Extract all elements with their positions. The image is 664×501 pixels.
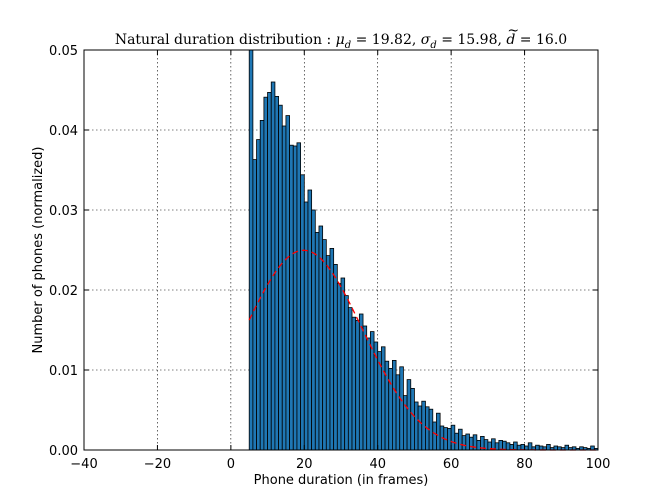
histogram-bar (395, 374, 401, 451)
histogram-bar (450, 424, 456, 451)
histogram-bar (252, 159, 257, 451)
histogram-bar (513, 441, 518, 451)
axis-tick-labels: −40 −20 0 20 40 60 80 100 0.00 0.01 0.02 0.03 0.04 0.… (49, 44, 610, 472)
y-tick-label: 0.03 (49, 204, 78, 219)
title-mu-sub: d (345, 40, 351, 51)
histogram-bar (447, 427, 452, 451)
histogram-bar (505, 442, 511, 451)
histogram-bar (285, 115, 290, 451)
title-median-symbol: d (506, 32, 515, 48)
histogram-bar (502, 440, 507, 451)
histogram-bar (289, 144, 294, 451)
plot-frame (83, 49, 599, 451)
title-sigma-value: 15.98 (457, 32, 497, 48)
histogram-bar (362, 325, 368, 451)
histogram-bar (256, 139, 261, 451)
histogram-bar (391, 359, 397, 451)
histogram-bar (414, 401, 419, 451)
x-tick-label: 60 (443, 457, 460, 472)
y-tick-label: 0.01 (49, 364, 78, 379)
x-tick-label: 0 (227, 457, 235, 472)
x-tick-label: 100 (586, 457, 611, 472)
histogram-bar (527, 442, 533, 451)
title-sigma-sub: d (430, 40, 436, 51)
y-tick-label: 0.05 (49, 44, 78, 59)
y-tick-label: 0.04 (49, 124, 78, 139)
histogram-bar (355, 319, 360, 451)
histogram-bar (322, 239, 327, 451)
histogram-bar (325, 255, 331, 451)
histogram-bar (564, 444, 570, 451)
histogram-bar (535, 444, 540, 451)
histogram-bar (358, 313, 364, 451)
histogram-bar (380, 346, 386, 451)
histogram-bar (421, 400, 426, 451)
histogram-bar (311, 209, 316, 451)
title-mu-value: 19.82 (372, 32, 412, 48)
axis-ticks (83, 49, 599, 451)
title-median-tilde: ~ (507, 23, 519, 39)
histogram-bar (270, 81, 276, 451)
histogram-bar (406, 379, 412, 451)
x-tick-label: 40 (369, 457, 386, 472)
histogram-bar (366, 337, 371, 451)
x-tick-label: 20 (296, 457, 313, 472)
histogram-bar (296, 142, 302, 451)
histogram-bar (546, 443, 551, 451)
x-tick-label: 80 (516, 457, 533, 472)
histogram-bar (344, 295, 349, 451)
histogram-bar (454, 432, 459, 451)
curve-layer (248, 249, 598, 451)
histogram-bar (417, 405, 423, 451)
title-prefix: Natural duration distribution : (115, 32, 336, 48)
histogram-bar (303, 201, 309, 451)
histogram-bar (333, 263, 338, 451)
histogram-bar (476, 439, 481, 451)
histogram-bar (314, 231, 320, 451)
histogram-bar (410, 387, 415, 451)
histogram-bar (498, 439, 503, 451)
title-median-value: 16.0 (536, 32, 567, 48)
histogram-bar (351, 316, 357, 451)
histogram-bar (292, 145, 298, 451)
histogram-bar (274, 96, 279, 451)
histogram-bar (373, 341, 379, 451)
chart-title: Natural duration distribution : μd = 19.… (115, 32, 567, 51)
histogram-bar (461, 435, 467, 451)
histogram-bar (300, 174, 305, 451)
histogram-bar (259, 120, 265, 451)
histogram-bar (248, 49, 254, 451)
histogram-bar (432, 421, 437, 451)
title-sigma-symbol: σ (421, 32, 431, 48)
histogram-bar (340, 277, 346, 451)
y-axis-label: Number of phones (normalized) (31, 147, 46, 354)
x-tick-label: −20 (144, 457, 171, 472)
histogram-bar (458, 428, 463, 451)
histogram-bar (263, 96, 268, 451)
title-mu-symbol: μ (336, 32, 345, 48)
histogram-bar (267, 92, 272, 451)
histogram-bar (436, 412, 441, 451)
histogram-bar (347, 307, 353, 451)
histogram-bar (329, 247, 335, 451)
normal-fit-curve (248, 249, 598, 451)
histogram-bar (307, 189, 313, 451)
histogram-bar (278, 104, 283, 451)
histogram-bar (469, 436, 474, 451)
x-tick-label: −40 (70, 457, 97, 472)
histogram-bar (399, 366, 404, 451)
histogram-bar (281, 125, 287, 451)
histogram-bar (465, 433, 470, 451)
y-tick-label: 0.02 (49, 284, 78, 299)
histogram-bar (403, 395, 408, 451)
histogram-bars (248, 49, 599, 451)
x-axis-label: Phone duration (in frames) (254, 473, 429, 488)
y-tick-label: 0.00 (49, 444, 78, 459)
histogram-bar (336, 283, 342, 451)
